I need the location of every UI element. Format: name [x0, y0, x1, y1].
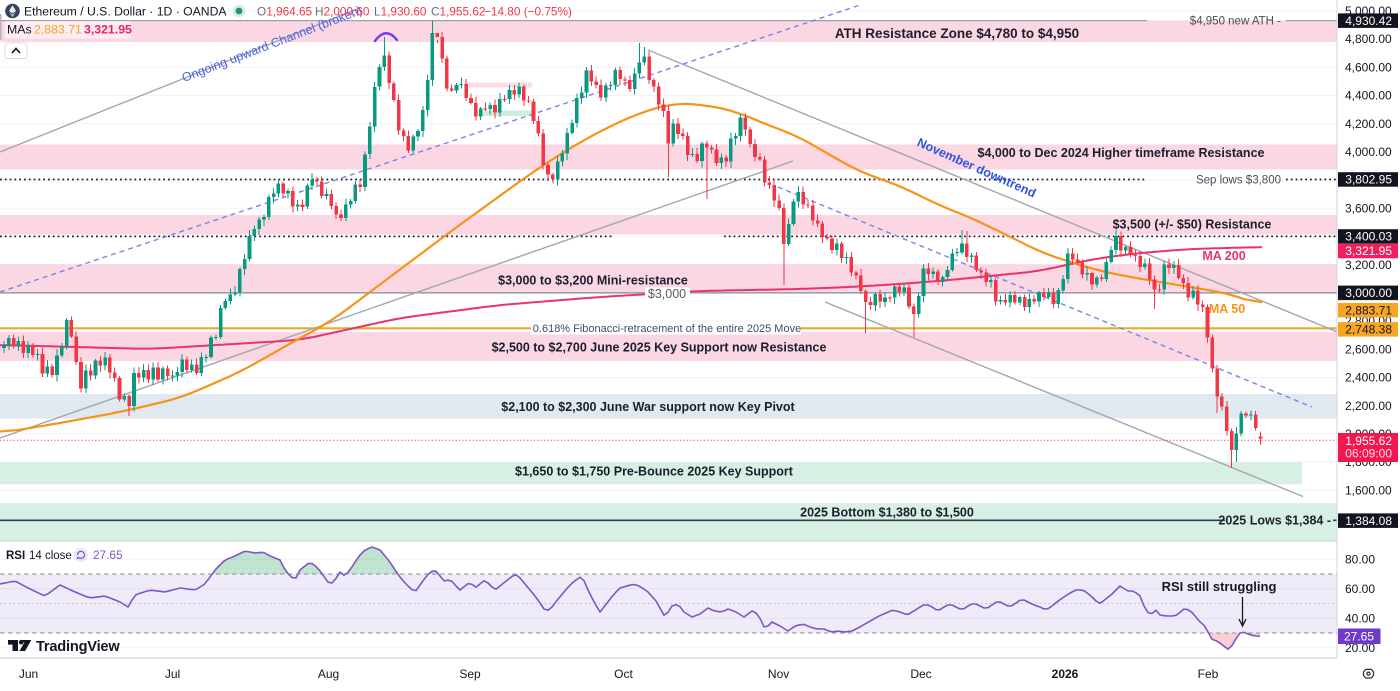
svg-text:$3,500 (+/- $50) Resistance: $3,500 (+/- $50) Resistance [1113, 218, 1272, 232]
svg-text:3,400.03: 3,400.03 [1345, 230, 1392, 244]
svg-text:40.00: 40.00 [1345, 612, 1375, 626]
svg-text:$4,000 to Dec 2024 Higher time: $4,000 to Dec 2024 Higher timeframe Resi… [978, 146, 1265, 160]
svg-text:20.00: 20.00 [1345, 641, 1375, 655]
svg-text:RSI still struggling: RSI still struggling [1162, 579, 1277, 594]
svg-text:3,600.00: 3,600.00 [1345, 201, 1392, 215]
svg-text:4,600.00: 4,600.00 [1345, 60, 1392, 74]
svg-text:2,400.00: 2,400.00 [1345, 371, 1392, 385]
svg-text:2,748.38: 2,748.38 [1345, 323, 1392, 337]
svg-text:L1,930.60: L1,930.60 [374, 5, 427, 19]
svg-text:$3,000 to $3,200 Mini-resistan: $3,000 to $3,200 Mini-resistance [498, 274, 688, 288]
svg-text:C1,955.62: C1,955.62 [431, 5, 485, 19]
svg-text:Nov: Nov [768, 667, 789, 681]
svg-text:MAs: MAs [7, 23, 32, 37]
svg-text:4,800.00: 4,800.00 [1345, 32, 1392, 46]
svg-text:2026: 2026 [1052, 667, 1079, 681]
svg-text:27.65: 27.65 [1344, 630, 1374, 644]
svg-text:Sep lows $3,800: Sep lows $3,800 [1196, 175, 1281, 187]
svg-text:Feb: Feb [1198, 667, 1219, 681]
svg-text:MA 200: MA 200 [1202, 249, 1245, 263]
svg-text:3,802.95: 3,802.95 [1345, 173, 1392, 187]
svg-text:MA 50: MA 50 [1209, 302, 1245, 316]
svg-text:2025 Lows $1,384 -: 2025 Lows $1,384 - [1218, 514, 1331, 528]
svg-text:Jun: Jun [19, 667, 38, 681]
svg-text:$2,100 to $2,300 June War supp: $2,100 to $2,300 June War support now Ke… [501, 400, 795, 414]
svg-text:60.00: 60.00 [1345, 582, 1375, 596]
svg-text:2,600.00: 2,600.00 [1345, 342, 1392, 356]
svg-text:4,200.00: 4,200.00 [1345, 117, 1392, 131]
svg-text:80.00: 80.00 [1345, 553, 1375, 567]
svg-text:$1,650 to $1,750 Pre-Bounce 20: $1,650 to $1,750 Pre-Bounce 2025 Key Sup… [515, 465, 794, 479]
svg-text:2,883.71: 2,883.71 [1345, 303, 1392, 317]
svg-text:4,000.00: 4,000.00 [1345, 145, 1392, 159]
svg-text:4,400.00: 4,400.00 [1345, 89, 1392, 103]
svg-text:Dec: Dec [910, 667, 931, 681]
svg-text:06:09:00: 06:09:00 [1345, 447, 1392, 461]
svg-text:Sep: Sep [459, 667, 481, 681]
svg-text:2,883.71: 2,883.71 [34, 23, 82, 37]
svg-text:3,200.00: 3,200.00 [1345, 258, 1392, 272]
svg-text:Ethereum / U.S. Dollar · 1D ·: Ethereum / U.S. Dollar · 1D · OANDA [24, 5, 227, 19]
svg-text:Aug: Aug [318, 667, 339, 681]
svg-text:1,600.00: 1,600.00 [1345, 483, 1392, 497]
svg-text:2,200.00: 2,200.00 [1345, 399, 1392, 413]
svg-text:1,384.08: 1,384.08 [1345, 514, 1392, 528]
svg-text:4,930.42: 4,930.42 [1345, 14, 1392, 28]
svg-text:3,321.95: 3,321.95 [1345, 244, 1392, 258]
svg-text:Jul: Jul [165, 667, 180, 681]
svg-text:14 close: 14 close [29, 550, 72, 562]
svg-text:2025 Bottom $1,380 to $1,500: 2025 Bottom $1,380 to $1,500 [800, 506, 974, 520]
svg-text:3,321.95: 3,321.95 [84, 23, 132, 37]
svg-text:0.618% Fibonacci-retracement o: 0.618% Fibonacci-retracement of the enti… [533, 323, 801, 335]
svg-text:Oct: Oct [614, 667, 633, 681]
svg-text:$4,950 new ATH -: $4,950 new ATH - [1190, 16, 1281, 28]
svg-text:ATH Resistance Zone $4,780 to: ATH Resistance Zone $4,780 to $4,950 [835, 26, 1079, 41]
svg-text:−14.80 (−0.75%): −14.80 (−0.75%) [484, 5, 572, 19]
svg-text:RSI: RSI [6, 550, 25, 562]
svg-text:$2,500 to $2,700 June 2025 Key: $2,500 to $2,700 June 2025 Key Support n… [492, 341, 827, 355]
svg-text:1,955.62: 1,955.62 [1345, 434, 1392, 448]
svg-text:O1,964.65: O1,964.65 [257, 5, 313, 19]
svg-text:$3,000: $3,000 [648, 287, 686, 301]
svg-text:27.65: 27.65 [93, 548, 123, 562]
svg-text:TradingView: TradingView [36, 639, 120, 655]
svg-text:H2,000.60: H2,000.60 [315, 5, 370, 19]
svg-text:3,000.00: 3,000.00 [1345, 286, 1392, 300]
